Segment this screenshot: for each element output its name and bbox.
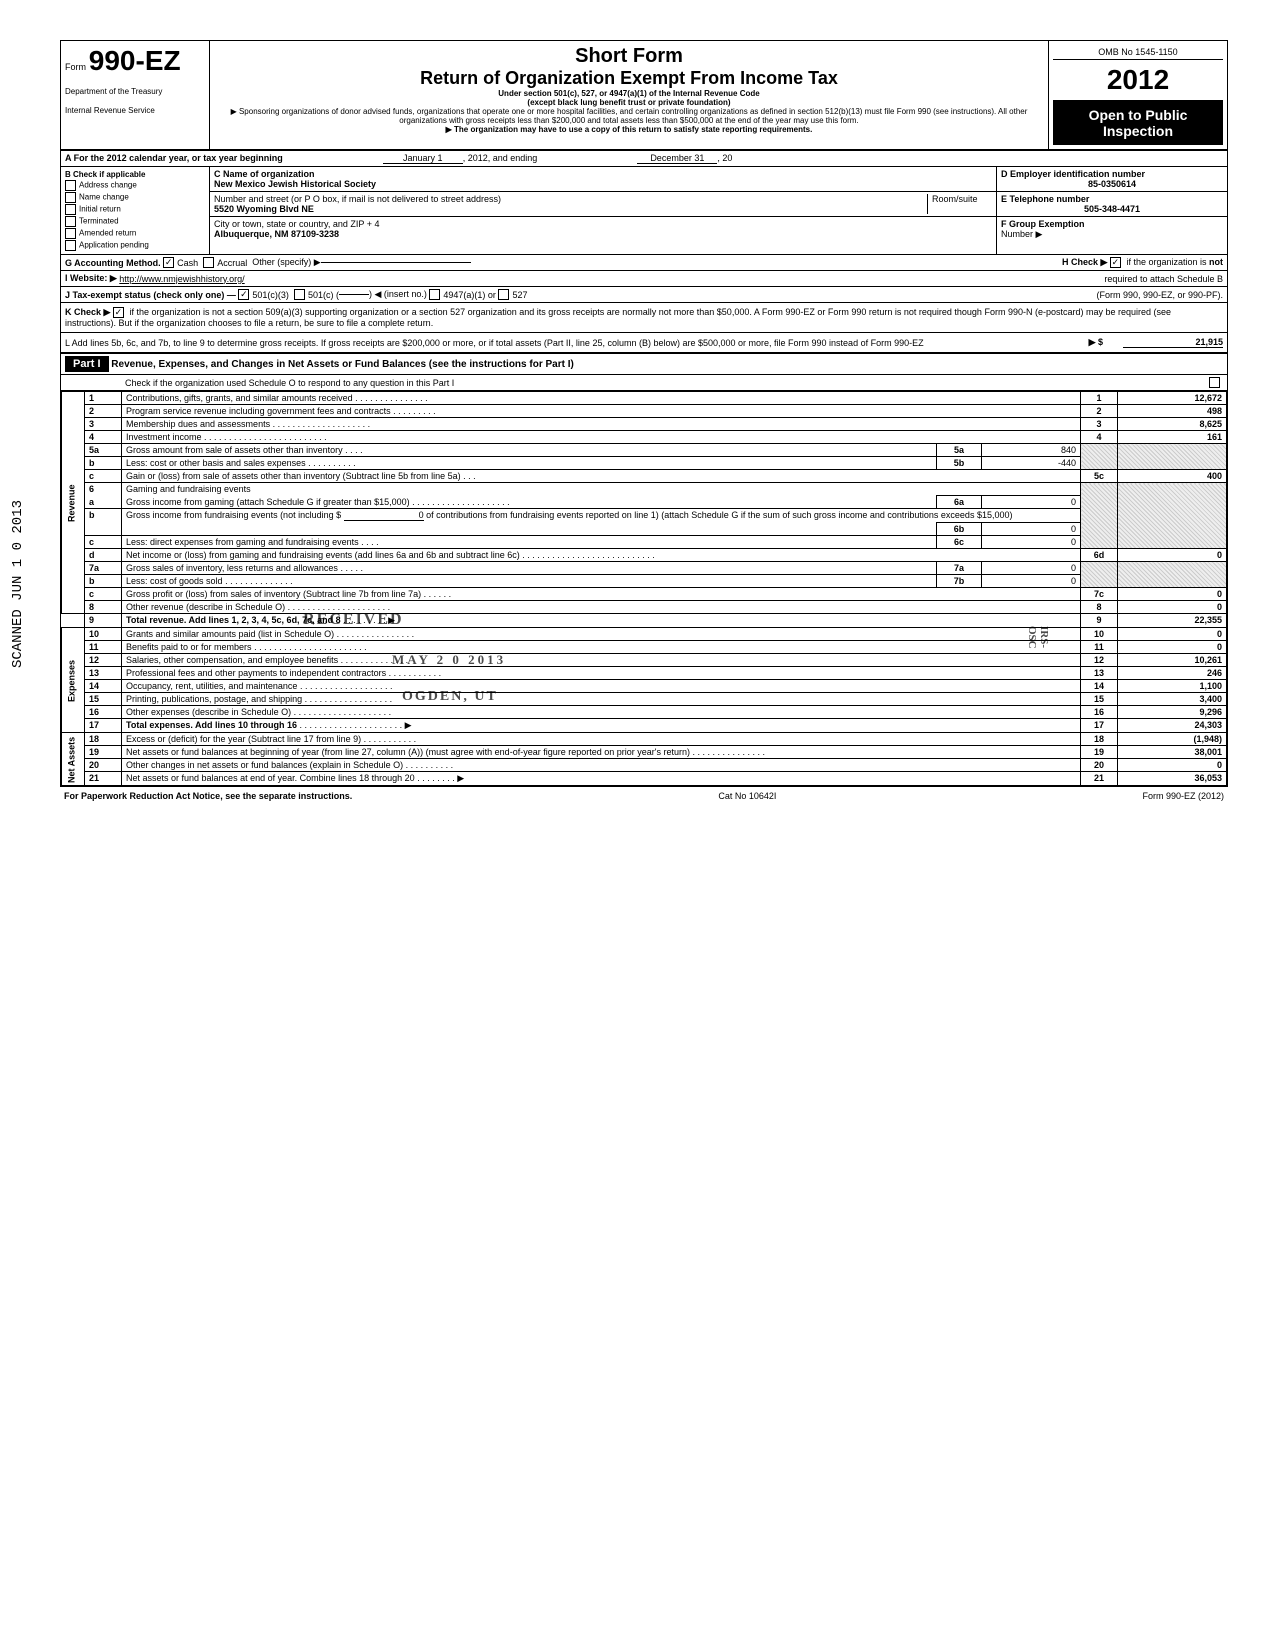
website-url: http://www.nmjewishhistory.org/ (119, 274, 244, 284)
received-stamp: RECEIVED (303, 611, 403, 629)
copy-text: ▶ The organization may have to use a cop… (218, 125, 1040, 134)
part1-check: Check if the organization used Schedule … (61, 375, 1227, 391)
open-public: Open to Public Inspection (1053, 101, 1223, 145)
irs-label: Internal Revenue Service (65, 96, 205, 115)
expenses-sidebar: Expenses (62, 628, 85, 733)
application-pending-checkbox[interactable] (65, 240, 76, 251)
scanned-stamp: SCANNED JUN 1 0 2013 (10, 500, 26, 668)
dept-treasury: Department of the Treasury (65, 77, 205, 96)
gross-receipts: 21,915 (1123, 337, 1223, 348)
ogden-stamp: OGDEN, UT (402, 689, 498, 705)
omb-number: OMB No 1545-1150 (1053, 45, 1223, 60)
street-address: 5520 Wyoming Blvd NE (214, 204, 927, 214)
irs-osc-stamp: IRS-OSC (1026, 626, 1050, 649)
form-number: 990-EZ (89, 45, 181, 76)
k-checkbox[interactable] (113, 307, 124, 318)
date-stamp: MAY 2 0 2013 (392, 652, 506, 668)
501c-checkbox[interactable] (294, 289, 305, 300)
part1-table: Revenue 1Contributions, gifts, grants, a… (61, 391, 1227, 786)
cash-checkbox[interactable] (163, 257, 174, 268)
sponsor-text: ▶ Sponsoring organizations of donor advi… (218, 107, 1040, 125)
ein: 85-0350614 (1001, 179, 1223, 189)
schedule-o-checkbox[interactable] (1209, 377, 1220, 388)
section-j: J Tax-exempt status (check only one) — 5… (61, 287, 1227, 303)
section-b: B Check if applicable Address change Nam… (61, 167, 210, 254)
section-l: L Add lines 5b, 6c, and 7b, to line 9 to… (61, 333, 1227, 354)
info-block: B Check if applicable Address change Nam… (61, 167, 1227, 255)
revenue-sidebar: Revenue (62, 392, 85, 614)
terminated-checkbox[interactable] (65, 216, 76, 227)
name-change-checkbox[interactable] (65, 192, 76, 203)
section-def: D Employer identification number 85-0350… (997, 167, 1227, 254)
form-header: Form 990-EZ Department of the Treasury I… (61, 41, 1227, 151)
527-checkbox[interactable] (498, 289, 509, 300)
return-title: Return of Organization Exempt From Incom… (218, 68, 1040, 89)
section-k: K Check ▶ if the organization is not a s… (61, 303, 1227, 333)
accrual-checkbox[interactable] (203, 257, 214, 268)
form-990ez: Form 990-EZ Department of the Treasury I… (60, 40, 1228, 787)
net-assets-sidebar: Net Assets (62, 733, 85, 786)
form-prefix: Form (65, 62, 86, 72)
501c3-checkbox[interactable] (238, 289, 249, 300)
schedule-b-checkbox[interactable] (1110, 257, 1121, 268)
subtitle1: Under section 501(c), 527, or 4947(a)(1)… (218, 89, 1040, 98)
phone: 505-348-4471 (1001, 204, 1223, 214)
subtitle2: (except black lung benefit trust or priv… (218, 98, 1040, 107)
section-a: A For the 2012 calendar year, or tax yea… (61, 151, 1227, 167)
section-gh: G Accounting Method. Cash Accrual Other … (61, 255, 1227, 271)
section-c: C Name of organization New Mexico Jewish… (210, 167, 997, 254)
tax-year: 2012 (1053, 60, 1223, 101)
4947-checkbox[interactable] (429, 289, 440, 300)
city-state-zip: Albuquerque, NM 87109-3238 (214, 229, 992, 239)
org-name: New Mexico Jewish Historical Society (214, 179, 992, 189)
page-footer: For Paperwork Reduction Act Notice, see … (60, 787, 1228, 805)
part1-header: Part I Revenue, Expenses, and Changes in… (61, 354, 1227, 375)
short-form-label: Short Form (218, 45, 1040, 68)
address-change-checkbox[interactable] (65, 180, 76, 191)
amended-return-checkbox[interactable] (65, 228, 76, 239)
initial-return-checkbox[interactable] (65, 204, 76, 215)
section-i: I Website: ▶ http://www.nmjewishhistory.… (61, 271, 1227, 287)
